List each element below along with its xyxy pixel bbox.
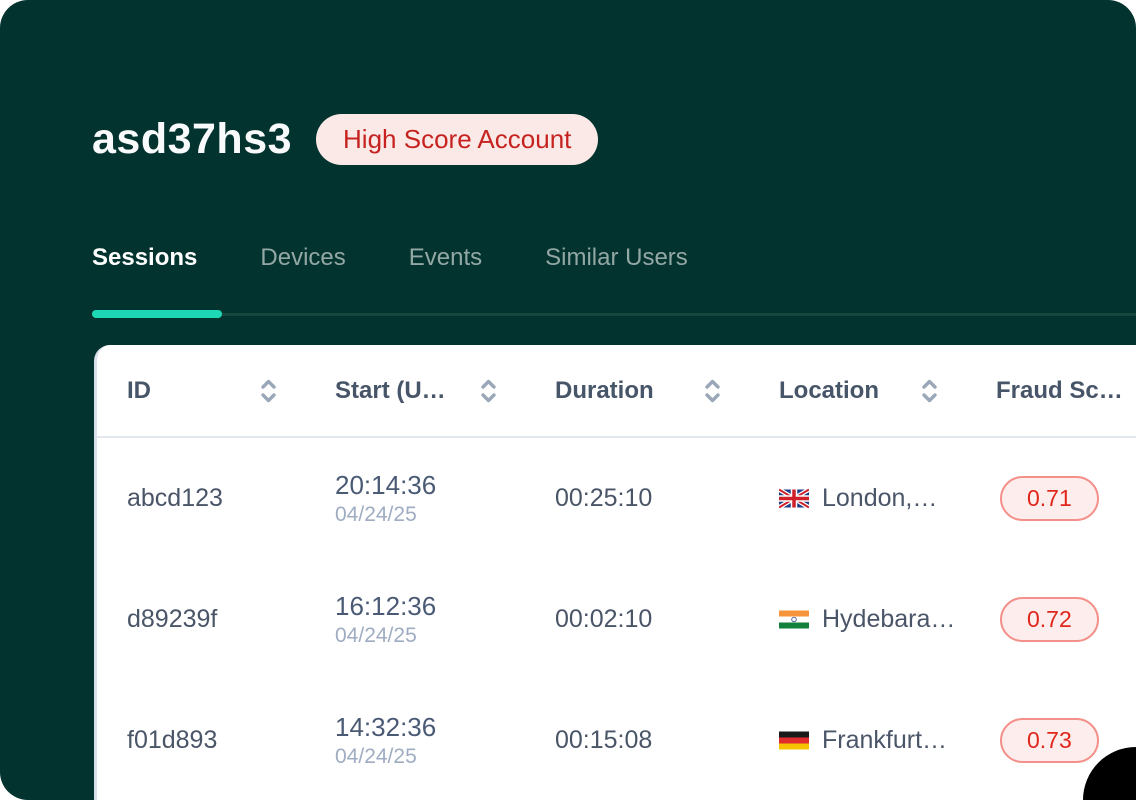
session-location: Frankfurt… xyxy=(779,726,996,755)
table-header-row: ID Start (U… Duration xyxy=(97,345,1136,438)
page-title: asd37hs3 xyxy=(92,114,293,163)
location-label: Hydebara… xyxy=(822,605,956,633)
column-label: Location xyxy=(779,376,879,404)
sort-icon[interactable] xyxy=(480,377,497,405)
session-start: 16:12:36 04/24/25 xyxy=(335,590,555,649)
column-label: Duration xyxy=(555,376,654,404)
active-tab-indicator xyxy=(92,310,222,318)
session-id: abcd123 xyxy=(127,484,223,512)
session-duration: 00:25:10 xyxy=(555,484,653,512)
fraud-score-cell: 0.73 xyxy=(996,718,1136,763)
start-time: 16:12:36 xyxy=(335,591,437,621)
column-header-start[interactable]: Start (U… xyxy=(335,377,555,405)
fraud-score-cell: 0.71 xyxy=(996,476,1136,521)
session-row[interactable]: abcd123 20:14:36 04/24/25 00:25:10 Londo… xyxy=(97,438,1136,559)
session-row[interactable]: d89239f 16:12:36 04/24/25 00:02:10 Hydeb… xyxy=(97,559,1136,680)
column-header-fraud-score[interactable]: Fraud Sc… xyxy=(996,377,1136,405)
column-label: Fraud Sc… xyxy=(996,376,1123,404)
sessions-table-card: ID Start (U… Duration xyxy=(94,345,1136,800)
session-id: f01d893 xyxy=(127,726,218,754)
sort-icon[interactable] xyxy=(704,377,721,405)
fraud-score-badge: 0.73 xyxy=(1000,718,1099,763)
tab-underline-track xyxy=(92,313,1136,316)
tab-sessions[interactable]: Sessions xyxy=(92,244,198,271)
tab-events[interactable]: Events xyxy=(408,244,483,271)
india-flag-icon xyxy=(779,610,809,629)
tab-devices[interactable]: Devices xyxy=(260,244,346,271)
fraud-score-badge: 0.71 xyxy=(1000,476,1099,521)
session-start: 20:14:36 04/24/25 xyxy=(335,469,555,528)
page-header: asd37hs3 High Score Account xyxy=(92,114,599,165)
germany-flag-icon xyxy=(779,731,809,750)
column-header-id[interactable]: ID xyxy=(127,377,335,405)
start-date: 04/24/25 xyxy=(335,624,417,647)
session-duration: 00:15:08 xyxy=(555,726,653,754)
location-label: Frankfurt… xyxy=(822,726,948,754)
sort-icon[interactable] xyxy=(921,377,938,405)
start-date: 04/24/25 xyxy=(335,745,417,768)
column-label: ID xyxy=(127,376,151,404)
high-score-account-badge: High Score Account xyxy=(316,114,599,165)
session-location: Hydebara… xyxy=(779,605,996,634)
session-row[interactable]: f01d893 14:32:36 04/24/25 00:15:08 Frank… xyxy=(97,680,1136,800)
location-label: London,… xyxy=(822,484,938,512)
session-location: London,… xyxy=(779,484,996,513)
column-header-location[interactable]: Location xyxy=(779,377,996,405)
fraud-score-cell: 0.72 xyxy=(996,597,1136,642)
uk-flag-icon xyxy=(779,488,809,509)
sort-icon[interactable] xyxy=(260,377,277,405)
tab-similar-users[interactable]: Similar Users xyxy=(545,244,688,271)
column-label: Start (U… xyxy=(335,376,446,404)
session-start: 14:32:36 04/24/25 xyxy=(335,711,555,770)
column-header-duration[interactable]: Duration xyxy=(555,377,779,405)
start-time: 20:14:36 xyxy=(335,470,437,500)
tab-underline xyxy=(92,310,1136,318)
session-duration: 00:02:10 xyxy=(555,605,653,633)
session-id: d89239f xyxy=(127,605,218,633)
tab-bar: Sessions Devices Events Similar Users xyxy=(92,244,688,272)
fraud-score-badge: 0.72 xyxy=(1000,597,1099,642)
start-date: 04/24/25 xyxy=(335,503,417,526)
start-time: 14:32:36 xyxy=(335,712,437,742)
